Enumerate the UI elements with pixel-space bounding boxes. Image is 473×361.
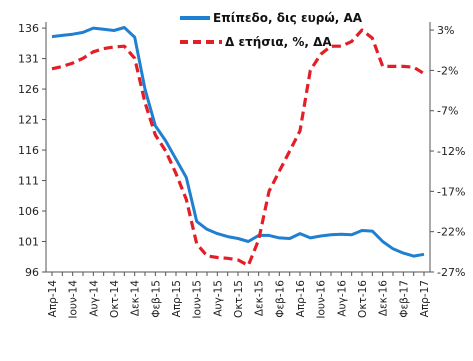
x-tick-label: Φεβ-17 [398, 280, 410, 318]
series-line-annual-change [51, 28, 425, 268]
left-tick-label: 136 [18, 22, 39, 35]
x-tick-label: Ιουν-14 [68, 280, 80, 319]
right-tick-label: -12% [437, 145, 465, 158]
x-tick-label: Ιουν-16 [316, 280, 328, 319]
left-tick-label: 106 [18, 205, 39, 218]
left-tick-label: 111 [18, 175, 39, 188]
left-tick-label: 101 [18, 236, 39, 249]
x-tick-label: Δεκ-14 [130, 280, 142, 317]
right-tick-label: -2% [437, 64, 458, 77]
right-tick-label: -17% [437, 185, 465, 198]
x-tick-label: Ιουν-15 [192, 280, 204, 319]
left-tick-label: 131 [18, 53, 39, 66]
series-line-level [51, 26, 425, 258]
legend-label-level: Επίπεδο, δις ευρώ, ΑΑ [213, 11, 363, 25]
legend: Επίπεδο, δις ευρώ, ΑΑ Δ ετήσια, %, ΔΑ [180, 11, 363, 49]
x-tick-label: Αυγ-14 [88, 280, 100, 317]
x-tick-label: Οκτ-15 [233, 280, 245, 318]
axes: 96 101 106 111 116 121 126 131 136 -27% -22% -17% -1… [18, 22, 465, 319]
left-tick-label: 96 [25, 266, 39, 279]
left-tick-label: 116 [18, 144, 39, 157]
x-tick-label: Δεκ-16 [378, 280, 390, 317]
x-tick-label: Απρ-14 [47, 280, 59, 318]
x-tick-label: Απρ-15 [171, 280, 183, 317]
left-tick-label: 121 [18, 114, 39, 127]
x-tick-label: Αυγ-16 [336, 280, 348, 317]
x-tick-label: Οκτ-16 [357, 280, 369, 318]
legend-label-annual-change: Δ ετήσια, %, ΔΑ [225, 35, 332, 49]
right-tick-label: -7% [437, 105, 458, 118]
x-tick-label: Οκτ-14 [109, 280, 121, 318]
x-tick-label: Απρ-16 [295, 280, 307, 318]
x-tick-label: Φεβ-16 [274, 280, 286, 318]
x-tick-label: Δεκ-15 [254, 280, 266, 316]
left-tick-label: 126 [18, 83, 39, 96]
series-layer [51, 26, 425, 268]
x-tick-label: Απρ-17 [419, 280, 431, 317]
right-tick-label: 3% [437, 24, 454, 37]
x-tick-label: Αυγ-15 [212, 280, 224, 317]
right-tick-label: -22% [437, 226, 465, 239]
right-tick-label: -27% [437, 266, 465, 279]
x-tick-label: Φεβ-15 [150, 280, 162, 318]
